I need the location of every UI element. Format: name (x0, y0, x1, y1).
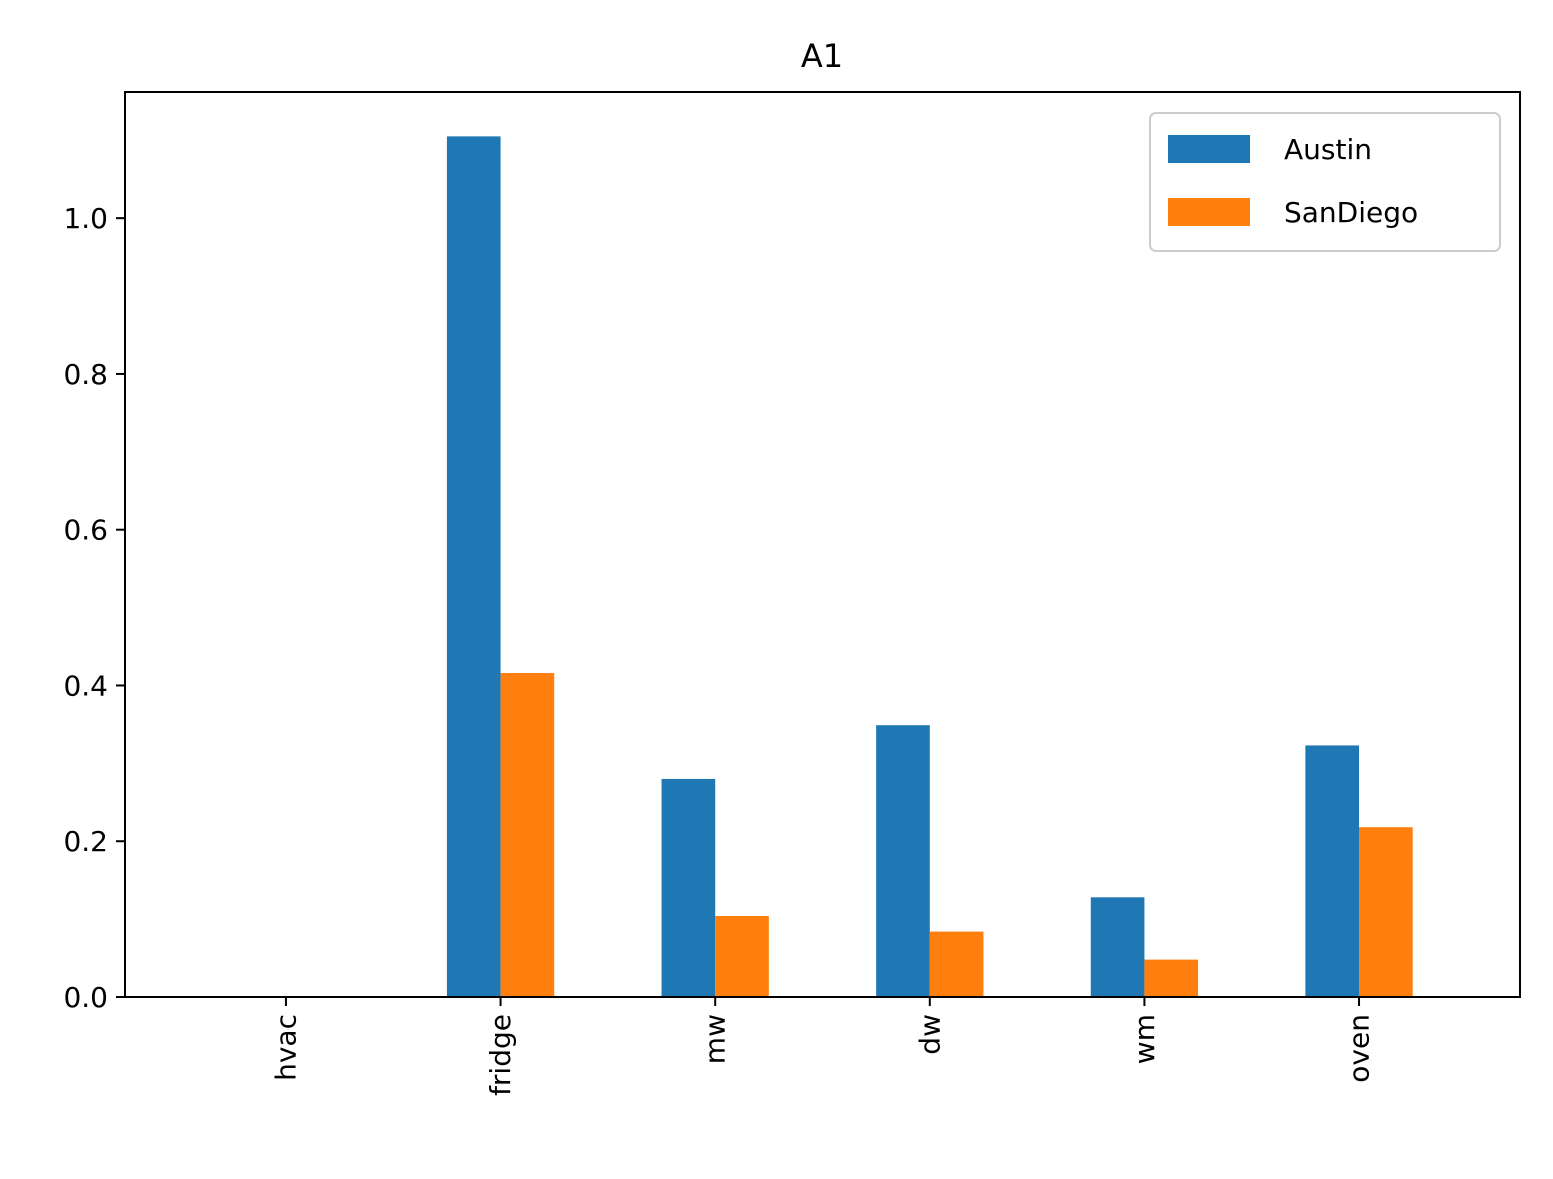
legend-swatch-sandiego (1168, 198, 1250, 226)
bar-sandiego-wm (1144, 959, 1199, 997)
y-axis: 0.0 0.2 0.4 0.6 0.8 1.0 (63, 202, 125, 1014)
y-tick-label: 1.0 (63, 202, 108, 235)
bar-sandiego-oven (1359, 827, 1413, 997)
bar-austin-dw (876, 725, 930, 997)
x-tick-label: oven (1343, 1014, 1376, 1083)
bar-sandiego-fridge (500, 673, 555, 997)
y-tick-label: 0.4 (63, 669, 108, 702)
y-tick-label: 0.6 (63, 514, 108, 547)
x-tick-label: wm (1128, 1014, 1161, 1064)
x-tick-label: dw (913, 1014, 946, 1055)
bar-austin-oven (1305, 745, 1360, 997)
legend-label-austin: Austin (1284, 133, 1372, 166)
y-tick-label: 0.0 (63, 981, 108, 1014)
bar-austin-wm (1090, 897, 1145, 997)
bar-austin-fridge (446, 136, 501, 997)
x-tick-label: fridge (484, 1014, 517, 1096)
plot-frame (124, 91, 1521, 998)
bars-group (446, 136, 1413, 997)
bar-sandiego-dw (929, 931, 984, 997)
y-tick-label: 0.8 (63, 358, 108, 391)
legend-swatch-austin (1168, 135, 1250, 163)
x-tick-label: hvac (269, 1014, 302, 1081)
chart-title: A1 (801, 37, 843, 75)
legend-label-sandiego: SanDiego (1284, 196, 1418, 229)
legend: Austin SanDiego (1149, 112, 1501, 252)
bar-sandiego-mw (715, 916, 769, 997)
x-axis: hvac fridge mw dw wm oven (269, 997, 1376, 1096)
bar-austin-mw (661, 778, 716, 997)
y-tick-label: 0.2 (63, 825, 108, 858)
x-tick-label: mw (699, 1014, 732, 1064)
